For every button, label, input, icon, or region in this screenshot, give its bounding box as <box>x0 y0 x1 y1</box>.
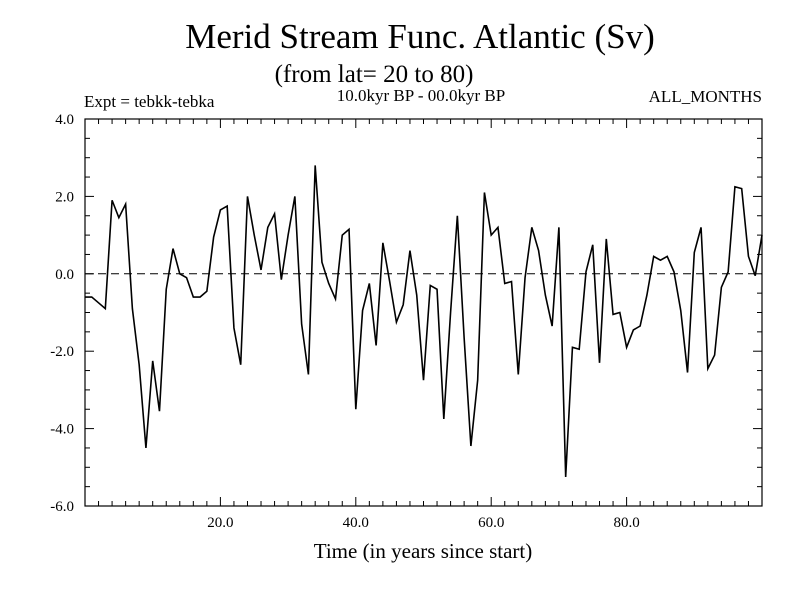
x-tick-label: 20.0 <box>207 515 233 531</box>
months-label: ALL_MONTHS <box>649 87 762 106</box>
y-tick-label: 2.0 <box>55 189 74 205</box>
y-tick-label: -4.0 <box>50 422 74 438</box>
plot-frame <box>84 118 763 507</box>
axis-ticks <box>85 119 762 506</box>
x-axis-label: Time (in years since start) <box>314 539 533 563</box>
tick-labels: 20.0 40.0 60.0 80.0 4.0 2.0 0.0 -2.0 -4.0 -6.0 <box>50 112 639 531</box>
experiment-label: Expt = tebkk-tebka <box>84 92 215 111</box>
series-line <box>85 165 763 478</box>
y-tick-label: 0.0 <box>55 267 74 283</box>
x-tick-label: 40.0 <box>343 515 369 531</box>
chart-title: Merid Stream Func. Atlantic (Sv) <box>185 17 655 56</box>
period-label: 10.0kyr BP - 00.0kyr BP <box>337 86 505 105</box>
series-layer <box>85 165 763 478</box>
x-tick-label: 80.0 <box>613 515 639 531</box>
y-tick-label: -6.0 <box>50 499 74 515</box>
x-tick-label: 60.0 <box>478 515 504 531</box>
y-tick-label: 4.0 <box>55 112 74 128</box>
chart-subtitle: (from lat= 20 to 80) <box>275 61 474 88</box>
y-tick-label: -2.0 <box>50 344 74 360</box>
